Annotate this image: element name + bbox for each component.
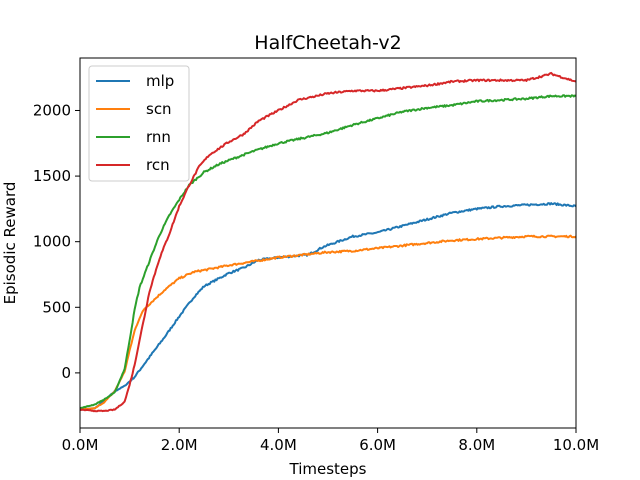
x-axis-label: Timesteps xyxy=(289,460,367,478)
legend-label-mlp: mlp xyxy=(146,72,174,90)
series-line-mlp xyxy=(79,202,577,411)
legend: mlp scn rnn rcn xyxy=(88,65,190,182)
legend-label-rcn: rcn xyxy=(146,156,170,174)
legend-label-rnn: rnn xyxy=(146,128,171,146)
y-tick-label: 1500 xyxy=(33,167,71,185)
series-line-rnn xyxy=(79,94,577,410)
series-line-rcn xyxy=(79,71,577,413)
legend-label-scn: scn xyxy=(146,100,172,118)
x-tick-label: 4.0M xyxy=(260,436,297,454)
y-tick-label: 500 xyxy=(42,298,71,316)
tick-layer: 0.0M 2.0M 4.0M 6.0M 8.0M 10.0M 0 500 1000 1500 200… xyxy=(33,101,599,454)
y-tick-label: 2000 xyxy=(33,101,71,119)
plot-frame xyxy=(79,57,577,429)
x-tick-label: 10.0M xyxy=(553,436,599,454)
x-tick-label: 6.0M xyxy=(359,436,396,454)
x-tick-label: 2.0M xyxy=(161,436,198,454)
y-tick-label: 1000 xyxy=(33,233,71,251)
x-tick-label: 0.0M xyxy=(62,436,99,454)
chart-title: HalfCheetah-v2 xyxy=(254,32,401,54)
y-axis-label: Episodic Reward xyxy=(1,182,19,305)
series-line-scn xyxy=(80,234,577,411)
y-tick-label: 0 xyxy=(61,364,71,382)
x-tick-label: 8.0M xyxy=(458,436,495,454)
series-layer xyxy=(79,71,577,413)
legend-box xyxy=(88,65,190,182)
